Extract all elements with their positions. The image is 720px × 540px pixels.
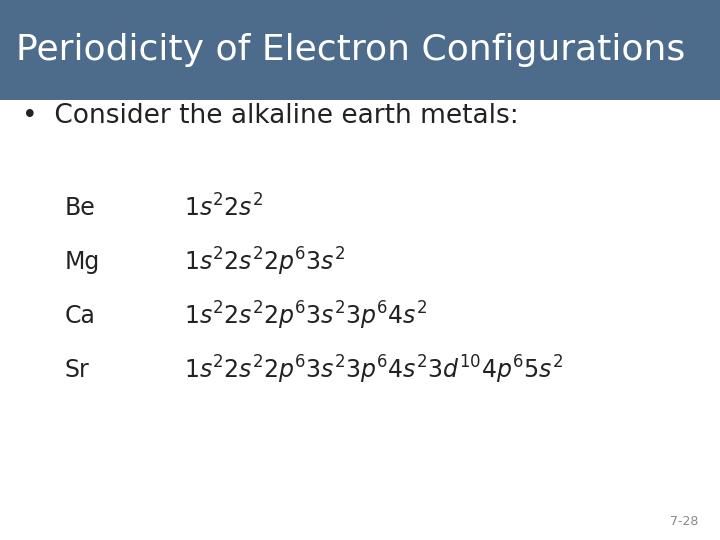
- Text: 1$s^2$2$s^2$2$p^6$3$s^2$3$p^6$4$s^2$3$d^{10}$4$p^6$5$s^2$: 1$s^2$2$s^2$2$p^6$3$s^2$3$p^6$4$s^2$3$d^…: [184, 354, 562, 386]
- Text: •  Consider the alkaline earth metals:: • Consider the alkaline earth metals:: [22, 103, 518, 129]
- Text: 1$s^2$2$s^2$2$p^6$3$s^2$: 1$s^2$2$s^2$2$p^6$3$s^2$: [184, 246, 345, 278]
- Text: Be: Be: [65, 196, 96, 220]
- FancyBboxPatch shape: [0, 0, 720, 100]
- Text: 1$s^2$2$s^2$: 1$s^2$2$s^2$: [184, 194, 263, 221]
- Text: 1$s^2$2$s^2$2$p^6$3$s^2$3$p^6$4$s^2$: 1$s^2$2$s^2$2$p^6$3$s^2$3$p^6$4$s^2$: [184, 300, 427, 332]
- Text: Ca: Ca: [65, 304, 96, 328]
- Text: 7-28: 7-28: [670, 515, 698, 528]
- Text: Sr: Sr: [65, 358, 89, 382]
- Text: Mg: Mg: [65, 250, 100, 274]
- Text: Periodicity of Electron Configurations: Periodicity of Electron Configurations: [16, 33, 685, 67]
